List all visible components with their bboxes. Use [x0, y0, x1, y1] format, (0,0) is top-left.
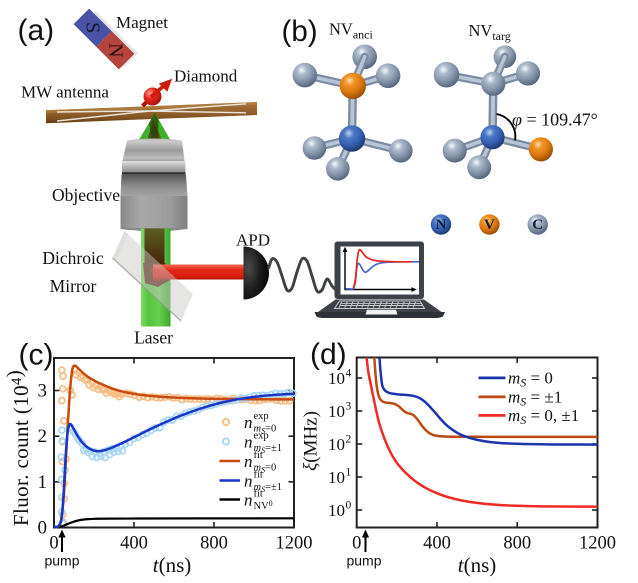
svg-text:Magnet: Magnet	[116, 13, 168, 32]
svg-text:C: C	[532, 217, 543, 233]
svg-text:fit: fit	[254, 450, 263, 461]
svg-text:3: 3	[346, 401, 352, 413]
svg-text:1200: 1200	[276, 534, 313, 554]
svg-text:fit: fit	[254, 470, 263, 481]
svg-text:10: 10	[328, 402, 345, 421]
svg-text:N: N	[104, 43, 126, 57]
svg-text:Diamond: Diamond	[174, 67, 238, 86]
svg-text:mS = 0: mS = 0	[508, 368, 553, 389]
svg-text:n: n	[244, 413, 253, 432]
svg-text:mS=0: mS=0	[254, 424, 277, 436]
svg-text:Laser: Laser	[134, 328, 173, 348]
svg-text:t(ns): t(ns)	[458, 553, 497, 577]
svg-text:0: 0	[352, 534, 361, 554]
svg-text:(d): (d)	[310, 338, 347, 371]
svg-text:t(ns): t(ns)	[153, 553, 192, 577]
svg-text:mS=0: mS=0	[254, 463, 277, 475]
svg-text:1: 1	[346, 467, 352, 479]
svg-text:pump: pump	[346, 553, 381, 569]
svg-text:(b): (b)	[282, 15, 318, 48]
svg-text:exp: exp	[254, 431, 269, 442]
svg-text:mS=±1: mS=±1	[254, 443, 283, 455]
svg-text:10: 10	[328, 468, 345, 487]
svg-text:2: 2	[346, 434, 352, 446]
svg-text:(a): (a)	[18, 14, 55, 47]
svg-text:4: 4	[346, 368, 352, 380]
svg-text:mS = ±1: mS = ±1	[508, 387, 562, 408]
svg-text:n: n	[244, 452, 253, 471]
svg-text:10: 10	[328, 501, 345, 520]
svg-text:1: 1	[38, 472, 48, 493]
svg-text:(c): (c)	[19, 339, 54, 372]
svg-text:pump: pump	[44, 553, 79, 569]
svg-text:3: 3	[38, 381, 48, 402]
svg-text:NV0: NV0	[254, 499, 273, 512]
svg-text:10: 10	[328, 369, 345, 388]
svg-text:ξ(MHz): ξ(MHz)	[301, 411, 322, 471]
svg-text:Mirror: Mirror	[50, 276, 97, 296]
svg-text:mS = 0, ±1: mS = 0, ±1	[508, 406, 579, 427]
svg-text:10: 10	[328, 435, 345, 454]
svg-text:n: n	[244, 491, 253, 510]
svg-text:Objective: Objective	[52, 185, 120, 205]
svg-text:N: N	[436, 217, 447, 233]
svg-text:0: 0	[38, 518, 48, 539]
svg-text:2: 2	[38, 426, 48, 447]
svg-text:φ = 109.47°: φ = 109.47°	[512, 110, 598, 130]
svg-text:n: n	[244, 472, 253, 491]
svg-text:MW antenna: MW antenna	[21, 83, 109, 102]
svg-text:400: 400	[120, 534, 148, 554]
svg-text:APD: APD	[236, 231, 270, 250]
svg-text:S: S	[82, 22, 104, 33]
svg-text:fit: fit	[254, 489, 263, 500]
svg-text:1200: 1200	[579, 534, 616, 554]
svg-text:800: 800	[503, 534, 531, 554]
svg-text:exp: exp	[254, 411, 269, 422]
svg-text:mS=±1: mS=±1	[254, 482, 283, 494]
svg-text:Dichroic: Dichroic	[42, 248, 103, 268]
svg-text:n: n	[244, 433, 253, 452]
svg-text:800: 800	[200, 534, 228, 554]
svg-text:V: V	[484, 217, 495, 233]
svg-text:0: 0	[49, 534, 58, 554]
svg-text:400: 400	[423, 534, 451, 554]
svg-text:0: 0	[346, 500, 352, 512]
